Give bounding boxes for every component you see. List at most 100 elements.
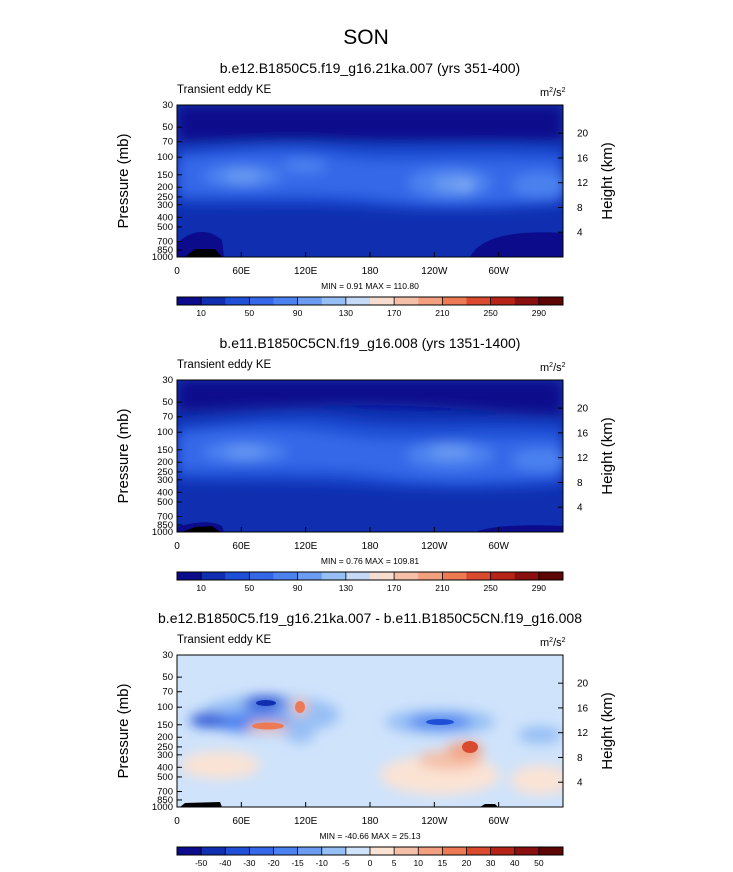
y-right-tick-label: 20 [577,404,589,415]
y-tick-label: 300 [157,475,173,486]
colorbar-swatch [466,847,491,855]
colorbar-swatch [249,572,274,580]
colorbar-frame [176,296,564,306]
panel-2-field [177,655,563,807]
colorbar-label: -15 [291,858,304,868]
y-tick-label: 400 [157,762,173,773]
y-tick-label: 1000 [152,527,173,538]
y-tick-label: 200 [157,182,173,193]
colorbar-swatch [370,297,395,305]
y-tick-label: 250 [157,467,173,478]
colorbar-label: -20 [267,858,280,868]
colorbar-label: -30 [243,858,256,868]
panel-0-ylabel-right: Height (km) [599,142,616,220]
colorbar-label: -5 [342,858,350,868]
colorbar-swatch [249,297,274,305]
colorbar-label: 90 [293,583,303,593]
colorbar-swatch [321,847,347,855]
colorbar-swatch [297,572,323,580]
x-tick-label: 120W [421,541,448,552]
y-tick-label: 50 [162,672,173,683]
colorbar-label: 210 [435,308,449,318]
x-tick-label: 180 [362,816,379,827]
y-tick-label: 400 [157,212,173,223]
colorbar-swatch [321,572,347,580]
y-tick-label: 850 [157,245,173,256]
y-tick-label: 500 [157,497,173,508]
y-tick-label: 500 [157,772,173,783]
y-tick-label: 200 [157,457,173,468]
x-tick-label: 60E [232,816,250,827]
x-tick-label: 120E [294,541,318,552]
colorbar-label: 5 [392,858,397,868]
y-tick-label: 150 [157,170,173,181]
panel-1-variable-label: Transient eddy KE [177,359,272,371]
colorbar-swatch [394,572,419,580]
x-tick-label: 120W [421,266,448,277]
colorbar-label: 50 [534,858,544,868]
panel-1-title: b.e11.B1850C5CN.f19_g16.008 (yrs 1351-14… [220,335,521,351]
panel-2-units: m2/s2 [540,637,566,649]
colorbar-swatch [345,847,371,855]
colorbar-swatch [514,297,540,305]
y-tick-label: 30 [162,650,173,661]
y-tick-label: 250 [157,742,173,753]
x-tick-label: 0 [174,266,180,277]
panel-0-units: m2/s2 [540,87,566,99]
y-tick-label: 300 [157,750,173,761]
colorbar-swatch [538,847,564,855]
colorbar-swatch [514,847,540,855]
colorbar-swatch [466,297,491,305]
colorbar-label: 40 [510,858,520,868]
colorbar-swatch [490,297,516,305]
y-right-tick-label: 16 [577,153,589,164]
colorbar-label: 130 [339,583,353,593]
colorbar-swatch [273,572,298,580]
panel-1-y-axis-right: 20 16 12 8 4 [558,404,589,514]
panel-1-units: m2/s2 [540,362,566,374]
colorbar-swatch [297,847,323,855]
panel-2-variable-label: Transient eddy KE [177,634,272,646]
colorbar-swatch [177,297,202,305]
panel-2: b.e12.B1850C5.f19_g16.21ka.007 - b.e11.B… [115,610,616,868]
y-tick-label: 500 [157,222,173,233]
colorbar-label: 10 [196,308,206,318]
colorbar-swatch [538,297,564,305]
colorbar-label: 15 [438,858,448,868]
x-tick-label: 0 [174,816,180,827]
colorbar-swatch [177,847,202,855]
colorbar-swatch [201,297,226,305]
panel-1-x-axis: 0 60E 120E 180 120W 60W [174,527,510,552]
colorbar-label: 130 [339,308,353,318]
colorbar-swatch [394,297,419,305]
colorbar-label: 290 [532,308,546,318]
panel-2-ylabel: Pressure (mb) [115,683,132,778]
colorbar-swatch [538,572,564,580]
colorbar-swatch [273,297,298,305]
panel-1: b.e11.B1850C5CN.f19_g16.008 (yrs 1351-14… [115,335,616,593]
y-right-tick-label: 16 [577,703,589,714]
panel-2-title: b.e12.B1850C5.f19_g16.21ka.007 - b.e11.B… [158,610,582,626]
y-right-tick-label: 16 [577,428,589,439]
figure-title: SON [343,26,389,49]
colorbar-label: 170 [387,583,401,593]
colorbar-label: 90 [293,308,303,318]
colorbar-swatch [225,572,250,580]
colorbar-swatch [442,572,467,580]
x-tick-label: 120W [421,816,448,827]
x-tick-label: 60W [488,541,509,552]
y-tick-label: 250 [157,192,173,203]
panel-0-stats: MIN = 0.91 MAX = 110.80 [321,281,419,291]
colorbar-label: 50 [245,308,255,318]
panel-2-x-axis: 0 60E 120E 180 120W 60W [174,802,510,827]
colorbar-swatch [466,572,491,580]
y-tick-label: 400 [157,487,173,498]
colorbar-swatch [490,572,516,580]
y-right-tick-label: 12 [577,728,589,739]
colorbar-label: -50 [195,858,208,868]
colorbar-label: 0 [368,858,373,868]
panel-1-ylabel: Pressure (mb) [115,408,132,503]
x-tick-label: 60W [488,266,509,277]
x-tick-label: 180 [362,541,379,552]
